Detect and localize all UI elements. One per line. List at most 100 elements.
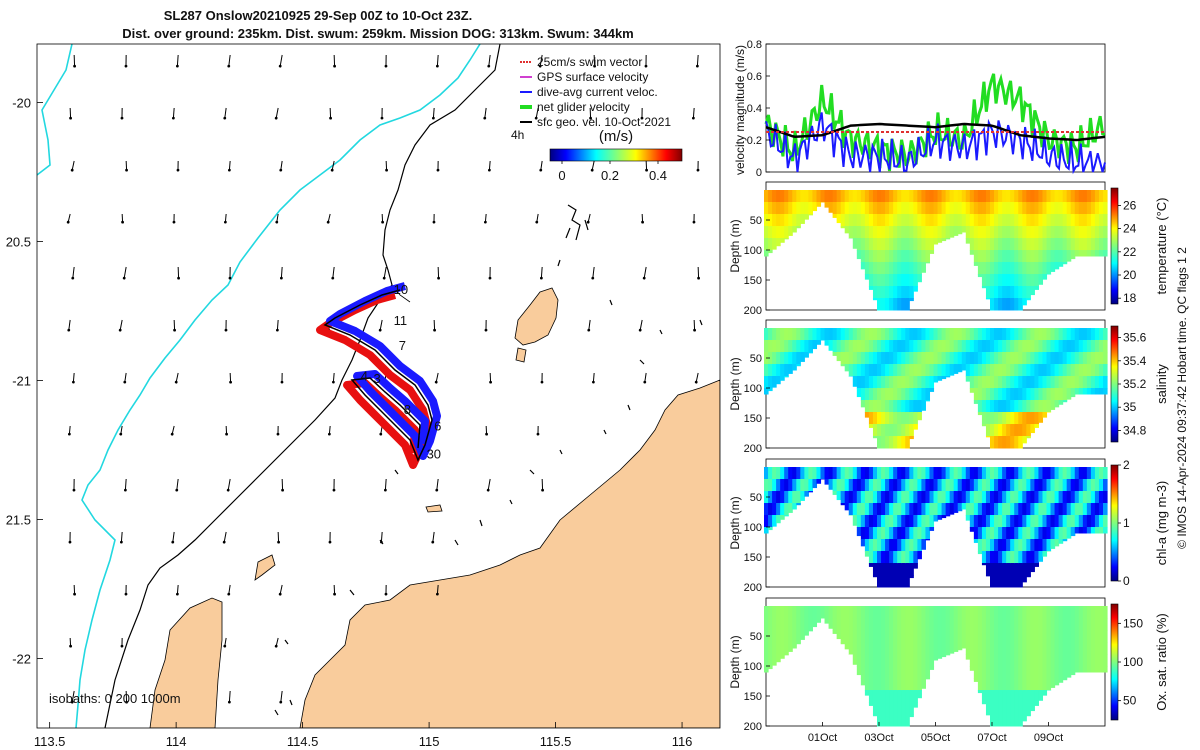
section-cell: [1103, 352, 1108, 365]
section-cell: [1062, 527, 1068, 540]
section-cell: [881, 563, 886, 576]
section-cell: [994, 491, 999, 504]
section-cell: [796, 630, 801, 643]
section-cell: [929, 376, 935, 389]
section-cell: [917, 226, 922, 239]
section-cell: [925, 503, 931, 516]
section-cell: [1026, 238, 1031, 251]
section-cell: [913, 618, 918, 631]
section-cell: [1006, 340, 1011, 353]
section-cell: [1042, 551, 1048, 557]
section-cell: [764, 328, 769, 341]
section-cell: [1030, 618, 1035, 631]
section-cell: [973, 364, 979, 377]
section-cell: [957, 214, 963, 227]
section-cell: [973, 479, 979, 492]
section-cell: [1090, 491, 1096, 504]
section-cell: [933, 340, 939, 353]
section-cell: [973, 618, 979, 631]
section-cell: [1030, 226, 1035, 239]
section-cell: [1014, 400, 1019, 413]
section-cell: [1026, 262, 1031, 275]
geo-arrow: [123, 478, 127, 492]
section-cell: [864, 250, 870, 263]
geo-arrow: [123, 372, 127, 384]
section-cell: [877, 286, 882, 299]
section-cell: [1058, 250, 1064, 263]
section-cell: [994, 376, 999, 389]
lon-tick-label: 115.5: [540, 734, 572, 749]
section-cell: [784, 467, 789, 480]
section-cell: [965, 491, 971, 504]
section-cell: [969, 226, 975, 239]
section-cell: [1030, 479, 1035, 492]
section-cell: [1050, 364, 1056, 377]
section-cell: [872, 702, 878, 715]
velocity-ytick-label: 0.8: [747, 39, 762, 51]
section-cell: [1074, 364, 1080, 377]
section-cell: [864, 539, 870, 552]
section-cell: [1094, 654, 1100, 667]
section-cell: [856, 491, 862, 504]
section-cell: [1014, 503, 1019, 516]
section-cell: [998, 575, 1003, 588]
section-cell: [828, 618, 834, 629]
section-cell: [1006, 262, 1011, 275]
section-cell: [1090, 515, 1096, 528]
section-cell: [889, 262, 894, 275]
section-cell: [1026, 503, 1031, 516]
section-cell: [1030, 702, 1035, 712]
section-cell: [1090, 352, 1096, 365]
section-cell: [1006, 575, 1011, 588]
section-cell: [909, 539, 914, 552]
section-cell: [860, 515, 866, 528]
section-cell: [969, 340, 975, 353]
section-cell: [1103, 503, 1108, 516]
section-cell: [897, 491, 902, 504]
geo-arrow: [279, 266, 283, 280]
section-cell: [917, 666, 922, 679]
section-cell: [973, 606, 979, 619]
section-cell: [877, 491, 882, 504]
section-cell: [969, 666, 975, 671]
section-cell: [1103, 630, 1108, 643]
section-cell: [844, 630, 850, 643]
section-cell: [1103, 364, 1108, 377]
section-cell: [994, 190, 999, 203]
section-cell: [1050, 388, 1056, 401]
section-cell: [1070, 328, 1076, 341]
section-cell: [953, 340, 959, 353]
section-cell: [1082, 503, 1088, 516]
section-cell: [1002, 202, 1007, 215]
lat-tick-label: -22: [12, 651, 31, 666]
map-panel: 113.5 114 114.5 115 115.5 116-2020.5-2121.5-2…: [6, 43, 721, 749]
section-cell: [1054, 352, 1060, 365]
section-cell: [933, 376, 939, 383]
section-cell: [917, 491, 922, 504]
section-cell: [1010, 690, 1015, 703]
section-cell: [977, 190, 983, 203]
section-cell: [977, 328, 983, 341]
section-cell: [1046, 654, 1052, 667]
section-cell: [893, 630, 898, 643]
section-cell: [1070, 214, 1076, 227]
section-cell: [877, 503, 882, 516]
section-cell: [824, 606, 830, 619]
depth-tick-label: 200: [744, 721, 762, 733]
section-cell: [905, 618, 910, 631]
section-cell: [1074, 642, 1080, 655]
section-cell: [788, 340, 793, 353]
section-cell: [998, 250, 1003, 263]
section-cell: [1046, 388, 1052, 401]
section-cell: [913, 527, 918, 540]
section-cell: [1002, 527, 1007, 540]
geo-arrow: [67, 319, 71, 332]
section-cell: [1098, 340, 1104, 353]
section-cell: [945, 352, 951, 365]
section-cell: [820, 479, 826, 480]
section-cell: [1103, 618, 1108, 631]
section-cell: [764, 190, 769, 203]
section-cell: [872, 412, 878, 425]
section-cell: [981, 226, 987, 239]
section-cell: [1030, 503, 1035, 516]
